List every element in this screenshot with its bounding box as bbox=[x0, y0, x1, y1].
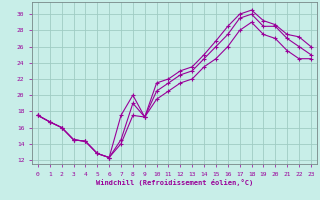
X-axis label: Windchill (Refroidissement éolien,°C): Windchill (Refroidissement éolien,°C) bbox=[96, 179, 253, 186]
